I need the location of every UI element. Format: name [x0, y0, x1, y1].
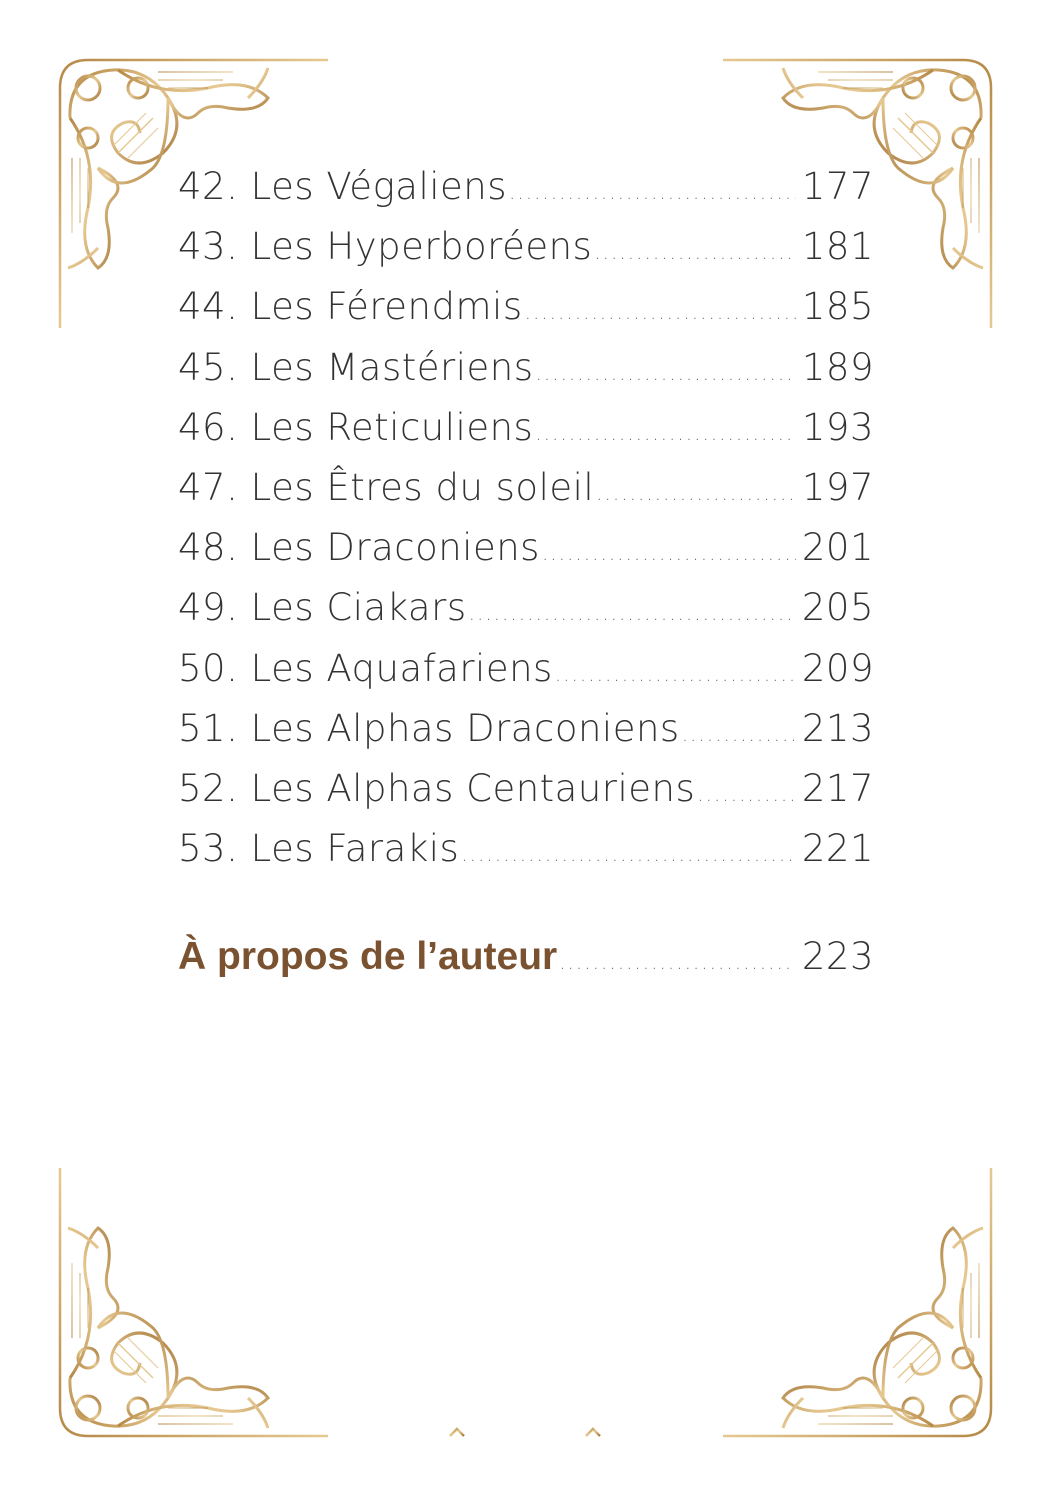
dot-leader: [559, 950, 796, 974]
toc-entry[interactable]: 43. Les Hyperboréens 181: [178, 225, 874, 285]
entry-title: À propos de l’auteur: [178, 935, 558, 979]
page-number: 181: [801, 225, 874, 269]
page-number: 217: [801, 766, 874, 810]
dot-leader: [682, 722, 796, 746]
dot-leader: [461, 842, 796, 866]
toc-entry[interactable]: 48. Les Draconiens 201: [178, 526, 874, 586]
entry-title: 53. Les Farakis: [178, 827, 460, 871]
dot-leader: [469, 601, 796, 625]
dot-leader: [697, 782, 796, 806]
page-number: 185: [801, 285, 874, 329]
dot-leader: [535, 421, 796, 445]
entry-title: 44. Les Férendmis: [178, 285, 523, 329]
page-number: 189: [801, 345, 874, 389]
entry-title: 51. Les Alphas Draconiens: [178, 706, 680, 750]
entry-title: 42. Les Végaliens: [178, 165, 507, 208]
dot-leader: [525, 300, 796, 324]
page-number: 221: [801, 827, 874, 871]
toc-entry[interactable]: 49. Les Ciakars 205: [178, 586, 874, 646]
toc-entry[interactable]: 50. Les Aquafariens 209: [178, 647, 874, 707]
entry-title: 52. Les Alphas Centauriens: [178, 766, 696, 810]
page-number: 223: [801, 935, 874, 979]
footer-ornament-icon: [449, 1420, 601, 1438]
dot-leader: [509, 180, 796, 204]
entry-title: 46. Les Reticuliens: [178, 405, 534, 449]
toc-entry[interactable]: 51. Les Alphas Draconiens 213: [178, 707, 874, 767]
entry-title: 47. Les Êtres du soleil: [178, 465, 595, 509]
page-number: 201: [801, 526, 874, 570]
ornamental-corner-icon: [723, 1168, 993, 1438]
entry-title: 45. Les Mastériens: [178, 345, 534, 389]
entry-title: 48. Les Draconiens: [178, 526, 540, 570]
table-of-contents: 42. Les Végaliens 177 43. Les Hyperboréens…: [178, 165, 874, 995]
entry-title: 43. Les Hyperboréens: [178, 225, 593, 269]
page-number: 209: [801, 646, 874, 690]
dot-leader: [536, 361, 796, 385]
dot-leader: [555, 662, 796, 686]
toc-entry[interactable]: 45. Les Mastériens 189: [178, 346, 874, 406]
toc-entry[interactable]: 53. Les Farakis 221: [178, 827, 874, 887]
dot-leader: [596, 481, 796, 505]
dot-leader: [542, 541, 796, 565]
page-number: 177: [801, 165, 874, 208]
toc-entry-about-author[interactable]: À propos de l’auteur 223: [178, 935, 874, 995]
page-number: 197: [801, 465, 874, 509]
entry-title: 50. Les Aquafariens: [178, 646, 553, 690]
ornamental-corner-icon: [58, 1168, 328, 1438]
toc-entry[interactable]: 44. Les Férendmis 185: [178, 285, 874, 345]
page-number: 213: [801, 706, 874, 750]
toc-entry[interactable]: 42. Les Végaliens 177: [178, 165, 874, 225]
toc-entry[interactable]: 47. Les Êtres du soleil 197: [178, 466, 874, 526]
toc-entry[interactable]: 46. Les Reticuliens 193: [178, 406, 874, 466]
dot-leader: [594, 240, 796, 264]
page-number: 205: [801, 586, 874, 630]
toc-entry[interactable]: 52. Les Alphas Centauriens 217: [178, 767, 874, 827]
entry-title: 49. Les Ciakars: [178, 586, 467, 630]
page-number: 193: [801, 405, 874, 449]
